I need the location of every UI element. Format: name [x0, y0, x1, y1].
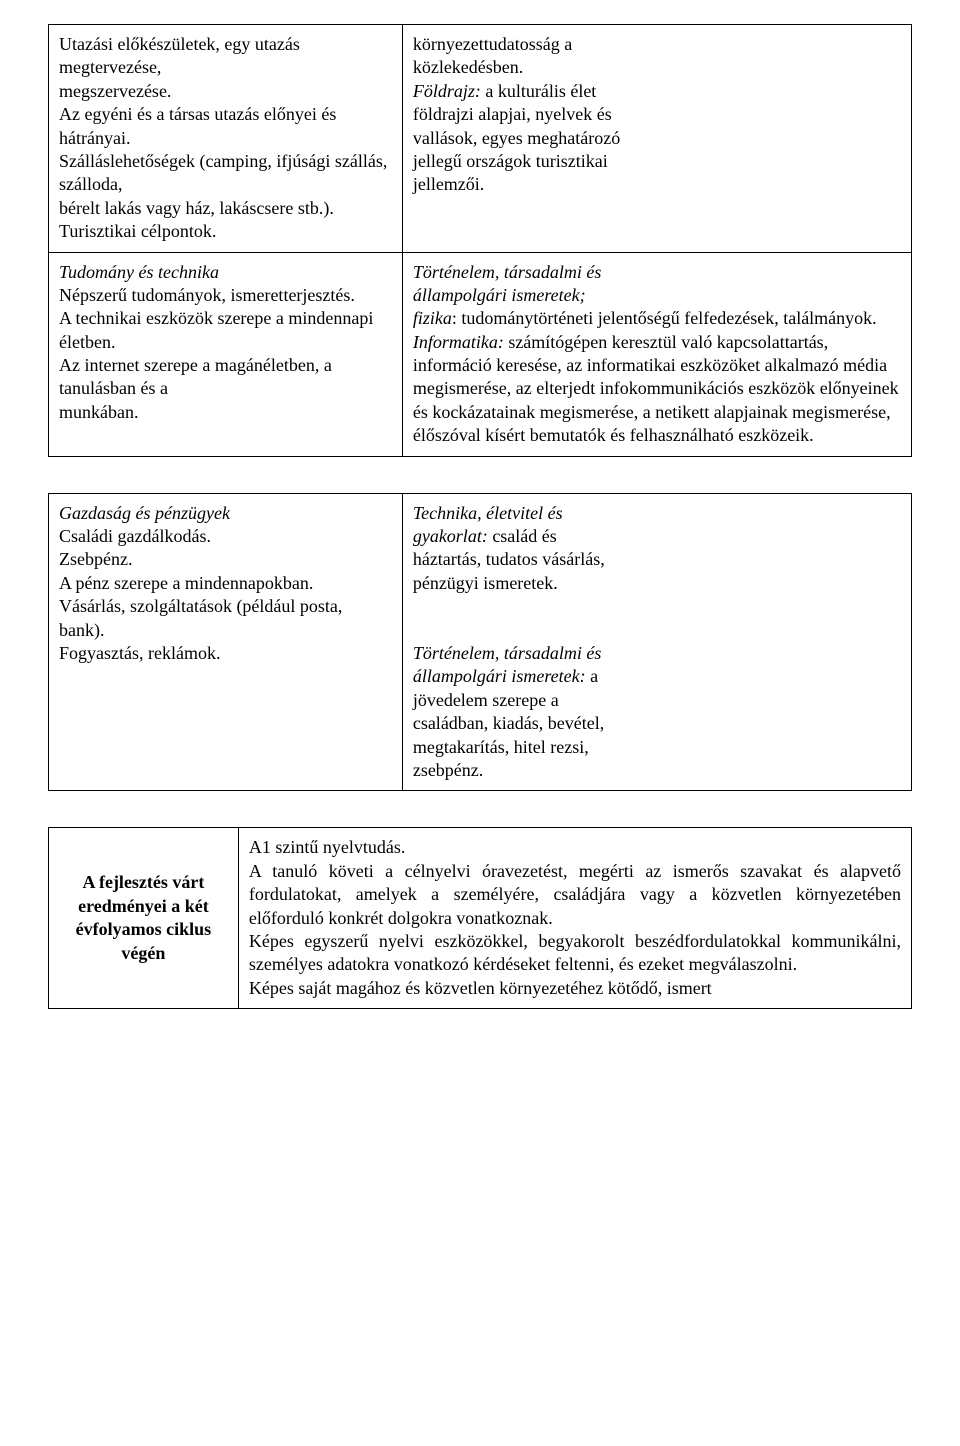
cell-text-plain: : tudománytörténeti jelentőségű felfedez… [452, 308, 877, 328]
outcomes-table: A fejlesztés várt eredményei a két évfol… [48, 827, 912, 1009]
table-row: Tudomány és technika Népszerű tudományok… [49, 252, 912, 456]
cell-text-plain: Népszerű tudományok, ismeretterjesztés.A… [59, 285, 373, 422]
cell-text-italic: Történelem, társadalmi ésállampolgári is… [413, 643, 602, 686]
outcomes-text: A1 szintű nyelvtudás.A tanuló követi a c… [249, 837, 901, 997]
cell-right: Technika, életvitel ésgyakorlat: család … [402, 493, 911, 791]
table-row: Utazási előkészületek, egy utazás megter… [49, 25, 912, 253]
cell-right: környezettudatosság aközlekedésben. Föld… [402, 25, 911, 253]
cell-text-italic: Gazdaság és pénzügyek [59, 502, 392, 525]
cell-text-italic: Informatika: [413, 332, 504, 352]
cell-text-italic: Tudomány és technika [59, 261, 392, 284]
cell-right: Történelem, társadalmi ésállampolgári is… [402, 252, 911, 456]
cell-left: Gazdaság és pénzügyek Családi gazdálkodá… [49, 493, 403, 791]
outcomes-content-cell: A1 szintű nyelvtudás.A tanuló követi a c… [238, 828, 911, 1009]
curriculum-table-1: Utazási előkészületek, egy utazás megter… [48, 24, 912, 457]
cell-text-italic: Földrajz: [413, 81, 481, 101]
cell-text-plain: Családi gazdálkodás.Zsebpénz.A pénz szer… [59, 526, 342, 663]
outcomes-heading: A fejlesztés várt eredményei a két évfol… [76, 872, 212, 962]
cell-left: Utazási előkészületek, egy utazás megter… [49, 25, 403, 253]
table-row: Gazdaság és pénzügyek Családi gazdálkodá… [49, 493, 912, 791]
cell-text-plain: környezettudatosság aközlekedésben. [413, 33, 901, 80]
curriculum-table-2: Gazdaság és pénzügyek Családi gazdálkodá… [48, 493, 912, 792]
cell-text: Utazási előkészületek, egy utazás megter… [59, 34, 387, 241]
table-row: A fejlesztés várt eredményei a két évfol… [49, 828, 912, 1009]
cell-left: Tudomány és technika Népszerű tudományok… [49, 252, 403, 456]
outcomes-heading-cell: A fejlesztés várt eredményei a két évfol… [49, 828, 239, 1009]
